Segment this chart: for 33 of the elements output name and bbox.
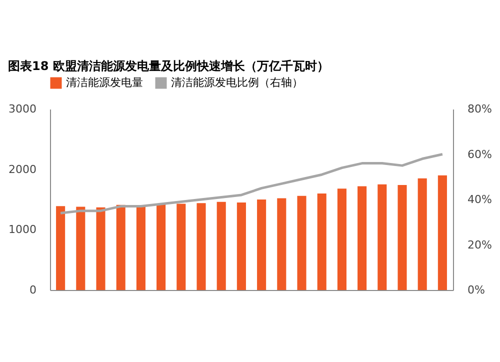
bar — [176, 204, 186, 290]
bar — [236, 202, 246, 290]
bar — [398, 185, 407, 290]
bar — [297, 196, 306, 290]
bar — [378, 184, 387, 290]
y2-tick-label: 40% — [468, 193, 492, 206]
y2-tick-label: 0% — [468, 284, 485, 296]
y-tick-label: 3000 — [8, 102, 36, 116]
legend-label: 清洁能源发电比例（右轴） — [171, 76, 303, 89]
y-tick-label: 1000 — [8, 223, 36, 236]
bar — [196, 203, 206, 290]
bar — [136, 206, 146, 290]
bar — [358, 186, 367, 290]
bar — [337, 188, 346, 290]
bar — [438, 175, 447, 290]
chart-title: 图表18 欧盟清洁能源发电量及比例快速增长（万亿千瓦时） — [8, 59, 329, 73]
legend-label: 清洁能源发电量 — [66, 76, 143, 89]
bar — [156, 204, 166, 290]
y2-tick-label: 20% — [468, 238, 492, 252]
bar — [96, 207, 106, 290]
bar — [76, 206, 86, 290]
bar — [317, 193, 326, 290]
y-tick-label: 0 — [30, 284, 36, 296]
bar — [277, 198, 286, 290]
bar — [216, 202, 226, 290]
bar — [418, 178, 427, 290]
y2-tick-label: 80% — [468, 102, 492, 116]
bar — [56, 206, 66, 290]
y2-tick-label: 60% — [468, 148, 492, 161]
bar — [116, 204, 126, 290]
bar — [257, 200, 266, 290]
line-series — [59, 153, 444, 214]
y-tick-label: 2000 — [8, 162, 36, 176]
